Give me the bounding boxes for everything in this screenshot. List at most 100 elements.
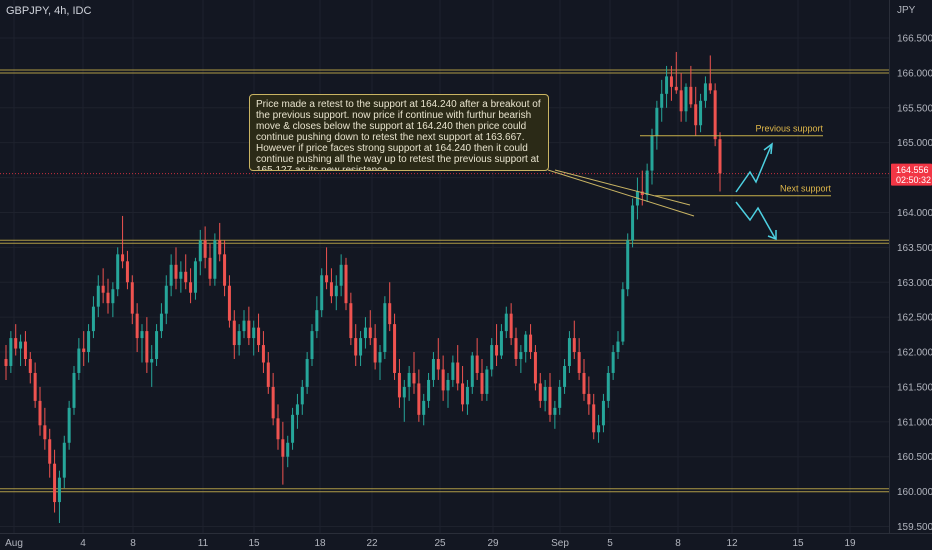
- candle-body: [145, 331, 149, 363]
- candle-body: [67, 407, 71, 443]
- candle-body: [208, 257, 212, 279]
- analysis-note[interactable]: Price made a retest to the support at 16…: [249, 94, 549, 171]
- candle-body: [334, 285, 338, 297]
- candles: [4, 51, 722, 524]
- candle-body: [320, 275, 324, 311]
- grid-lines: [0, 0, 889, 533]
- candle-body: [689, 86, 693, 105]
- candle-body: [276, 418, 280, 440]
- candle-body: [650, 135, 654, 171]
- candle-body: [436, 359, 440, 370]
- candle-body: [495, 345, 499, 356]
- bearish-path-arrow: [735, 201, 776, 239]
- time-axis[interactable]: Aug 4 8 11 15 18 22 25 29 Sep 5 8 12 15 19: [5, 538, 856, 549]
- x-tick-label: 19: [844, 538, 856, 549]
- candle-body: [626, 240, 630, 290]
- candle-body: [480, 372, 484, 394]
- candle-body: [135, 313, 139, 339]
- y-tick-label: 159.500: [897, 522, 932, 533]
- candle-body: [485, 369, 489, 394]
- candle-body: [490, 345, 494, 370]
- candle-body: [62, 442, 66, 478]
- candle-body: [155, 331, 159, 360]
- candle-body: [140, 331, 144, 339]
- x-tick-label: Aug: [5, 538, 23, 549]
- x-tick-label: 22: [366, 538, 378, 549]
- candle-body: [509, 313, 513, 339]
- candle-body: [38, 400, 42, 426]
- candle-body: [621, 289, 625, 342]
- candle-body: [121, 254, 125, 262]
- candle-body: [354, 338, 358, 356]
- candle-body: [23, 341, 27, 360]
- candle-body: [655, 107, 659, 136]
- x-tick-label: 4: [80, 538, 86, 549]
- bullish-path-arrow: [735, 145, 772, 193]
- x-tick-label: 8: [130, 538, 136, 549]
- candle-body: [519, 352, 523, 360]
- callout-pointer: [547, 169, 695, 217]
- candle-body: [422, 400, 426, 415]
- candle-body: [592, 404, 596, 433]
- candle-body: [499, 331, 503, 356]
- candle-body: [383, 303, 387, 353]
- candle-body: [159, 313, 163, 332]
- candle-body: [669, 76, 673, 87]
- candle-body: [606, 372, 610, 401]
- y-tick-label: 160.500: [897, 452, 932, 463]
- candle-body: [329, 282, 333, 297]
- candle-body: [587, 393, 591, 405]
- candle-body: [227, 285, 231, 321]
- candle-body: [189, 282, 193, 293]
- candle-body: [72, 372, 76, 408]
- candle-body: [601, 400, 605, 426]
- candle-body: [19, 341, 23, 349]
- x-tick-label: 8: [675, 538, 681, 549]
- candle-body: [533, 352, 537, 384]
- candle-body: [470, 355, 474, 387]
- candle-body: [28, 359, 32, 373]
- candle-body: [451, 362, 455, 380]
- candle-body: [567, 338, 571, 366]
- y-tick-label: 160.000: [897, 487, 932, 498]
- candle-body: [271, 386, 275, 419]
- y-tick-label: 161.000: [897, 417, 932, 428]
- candle-body: [4, 359, 8, 366]
- candle-body: [325, 275, 329, 283]
- x-tick-label: 25: [434, 538, 446, 549]
- candle-body: [703, 83, 707, 101]
- candle-body: [378, 352, 382, 363]
- candle-body: [174, 264, 178, 279]
- price-axis[interactable]: 166.500166.000165.500165.000164.500164.0…: [897, 34, 932, 534]
- horizontal-levels: [0, 69, 889, 493]
- candle-body: [48, 439, 52, 464]
- candle-body: [164, 285, 168, 314]
- y-tick-label: 165.000: [897, 138, 932, 149]
- candle-body: [91, 306, 95, 332]
- candle-body: [82, 348, 86, 353]
- candle-body: [456, 362, 460, 384]
- candle-body: [193, 261, 197, 293]
- candle-body: [616, 341, 620, 353]
- candle-body: [475, 355, 479, 373]
- candle-body: [684, 86, 688, 112]
- candle-body: [218, 240, 222, 255]
- candle-body: [349, 303, 353, 339]
- candle-body: [699, 100, 703, 126]
- candle-body: [665, 76, 669, 94]
- candle-body: [713, 90, 717, 140]
- symbol-title[interactable]: GBPJPY, 4h, IDC: [6, 5, 92, 17]
- candle-body: [577, 352, 581, 373]
- x-tick-label: 11: [198, 538, 209, 549]
- candle-body: [257, 327, 261, 346]
- candle-body: [397, 372, 401, 398]
- candle-body: [407, 372, 411, 387]
- candle-body: [77, 348, 81, 373]
- candle-body: [291, 414, 295, 443]
- candle-body: [572, 338, 576, 353]
- price-tag-countdown: 02:50:32: [896, 175, 931, 185]
- candle-body: [315, 310, 319, 332]
- candle-body: [339, 264, 343, 286]
